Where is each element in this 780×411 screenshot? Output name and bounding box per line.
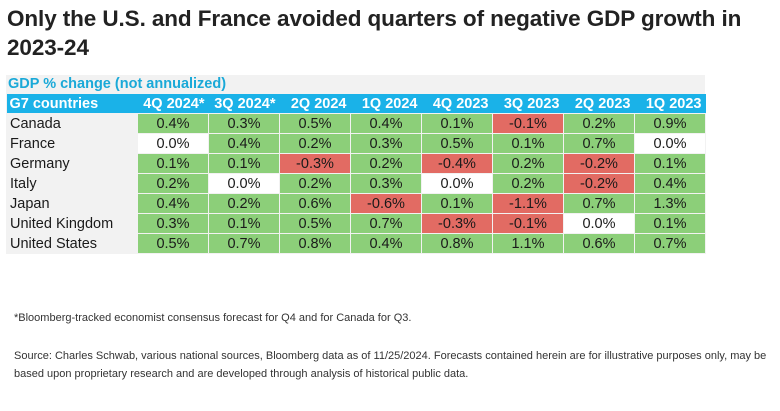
gdp-value-cell: 0.4% [350, 233, 422, 254]
gdp-value-cell: 0.1% [208, 213, 280, 234]
country-label: Germany [6, 153, 138, 174]
gdp-value-cell: 0.9% [634, 113, 706, 134]
gdp-value-cell: 0.2% [350, 153, 422, 174]
gdp-value-cell: 0.7% [563, 193, 635, 214]
gdp-value-cell: 0.3% [350, 173, 422, 194]
gdp-value-cell: 0.4% [137, 113, 209, 134]
gdp-value-cell: 0.0% [563, 213, 635, 234]
gdp-value-cell: -0.1% [492, 113, 564, 134]
gdp-value-cell: 0.3% [137, 213, 209, 234]
table-row: Canada 0.4% 0.3% 0.5% 0.4% 0.1% -0.1% 0.2% 0.9% [6, 113, 706, 134]
gdp-value-cell: 0.0% [421, 173, 493, 194]
gdp-value-cell: 1.3% [634, 193, 706, 214]
column-header: 3Q 2024* [208, 94, 280, 114]
gdp-value-cell: 0.7% [350, 213, 422, 234]
column-header: 1Q 2024 [350, 94, 422, 114]
column-header: 2Q 2024 [279, 94, 351, 114]
gdp-value-cell: 0.2% [492, 173, 564, 194]
column-header: 4Q 2023 [421, 94, 493, 114]
gdp-value-cell: 0.2% [208, 193, 280, 214]
gdp-value-cell: 0.2% [492, 153, 564, 174]
country-label: Canada [6, 113, 138, 134]
gdp-value-cell: 0.2% [279, 173, 351, 194]
gdp-value-cell: 0.4% [137, 193, 209, 214]
gdp-table: G7 countries 4Q 2024* 3Q 2024* 2Q 2024 1… [6, 94, 706, 254]
footnote: *Bloomberg-tracked economist consensus f… [14, 312, 412, 324]
column-header: 1Q 2023 [634, 94, 706, 114]
gdp-value-cell: 0.7% [563, 133, 635, 154]
gdp-value-cell: 0.2% [279, 133, 351, 154]
gdp-value-cell: 0.7% [634, 233, 706, 254]
gdp-value-cell: 0.8% [421, 233, 493, 254]
chart-title: Only the U.S. and France avoided quarter… [7, 6, 742, 60]
column-header: 4Q 2024* [137, 94, 209, 114]
gdp-value-cell: 0.5% [421, 133, 493, 154]
gdp-value-cell: 0.4% [350, 113, 422, 134]
gdp-value-cell: 0.1% [421, 113, 493, 134]
country-label: United Kingdom [6, 213, 138, 234]
gdp-value-cell: 0.3% [208, 113, 280, 134]
column-header: 3Q 2023 [492, 94, 564, 114]
gdp-value-cell: -0.2% [563, 173, 635, 194]
gdp-value-cell: 0.1% [208, 153, 280, 174]
gdp-value-cell: 0.1% [421, 193, 493, 214]
gdp-value-cell: -0.6% [350, 193, 422, 214]
gdp-table-container: GDP % change (not annualized) G7 countri… [6, 75, 706, 254]
country-label: Japan [6, 193, 138, 214]
gdp-value-cell: 0.1% [492, 133, 564, 154]
gdp-value-cell: -0.2% [563, 153, 635, 174]
corner-header: G7 countries [6, 94, 138, 114]
gdp-value-cell: 1.1% [492, 233, 564, 254]
gdp-value-cell: 0.4% [208, 133, 280, 154]
table-row: United Kingdom 0.3% 0.1% 0.5% 0.7% -0.3% -0.1%… [6, 213, 706, 234]
header-row: G7 countries 4Q 2024* 3Q 2024* 2Q 2024 1… [6, 94, 706, 114]
country-label: United States [6, 233, 138, 254]
gdp-value-cell: 0.0% [634, 133, 706, 154]
gdp-value-cell: 0.5% [279, 113, 351, 134]
table-subtitle: GDP % change (not annualized) [8, 76, 227, 92]
gdp-value-cell: 0.5% [279, 213, 351, 234]
gdp-value-cell: 0.2% [563, 113, 635, 134]
gdp-value-cell: 0.5% [137, 233, 209, 254]
table-row: United States 0.5% 0.7% 0.8% 0.4% 0.8% 1.1% 0.6… [6, 233, 706, 254]
source-note: Source: Charles Schwab, various national… [14, 350, 767, 380]
gdp-value-cell: -0.4% [421, 153, 493, 174]
column-header: 2Q 2023 [563, 94, 635, 114]
country-label: Italy [6, 173, 138, 194]
table-row: Germany 0.1% 0.1% -0.3% 0.2% -0.4% 0.2% -0.2% 0.… [6, 153, 706, 174]
gdp-value-cell: 0.7% [208, 233, 280, 254]
gdp-value-cell: 0.1% [634, 153, 706, 174]
table-row: Japan 0.4% 0.2% 0.6% -0.6% 0.1% -1.1% 0.7% 1.3% [6, 193, 706, 214]
table-row: France 0.0% 0.4% 0.2% 0.3% 0.5% 0.1% 0.7% 0.0% [6, 133, 706, 154]
country-label: France [6, 133, 138, 154]
gdp-value-cell: 0.1% [137, 153, 209, 174]
gdp-value-cell: -1.1% [492, 193, 564, 214]
gdp-value-cell: 0.4% [634, 173, 706, 194]
gdp-value-cell: 0.6% [563, 233, 635, 254]
gdp-value-cell: -0.3% [279, 153, 351, 174]
gdp-value-cell: 0.3% [350, 133, 422, 154]
gdp-value-cell: 0.0% [208, 173, 280, 194]
table-body: Canada 0.4% 0.3% 0.5% 0.4% 0.1% -0.1% 0.2% 0.9% F… [6, 113, 706, 254]
table-row: Italy 0.2% 0.0% 0.2% 0.3% 0.0% 0.2% -0.2% 0.4% [6, 173, 706, 194]
gdp-value-cell: 0.0% [137, 133, 209, 154]
gdp-value-cell: -0.3% [421, 213, 493, 234]
gdp-value-cell: 0.1% [634, 213, 706, 234]
gdp-value-cell: -0.1% [492, 213, 564, 234]
gdp-value-cell: 0.8% [279, 233, 351, 254]
gdp-value-cell: 0.2% [137, 173, 209, 194]
gdp-value-cell: 0.6% [279, 193, 351, 214]
